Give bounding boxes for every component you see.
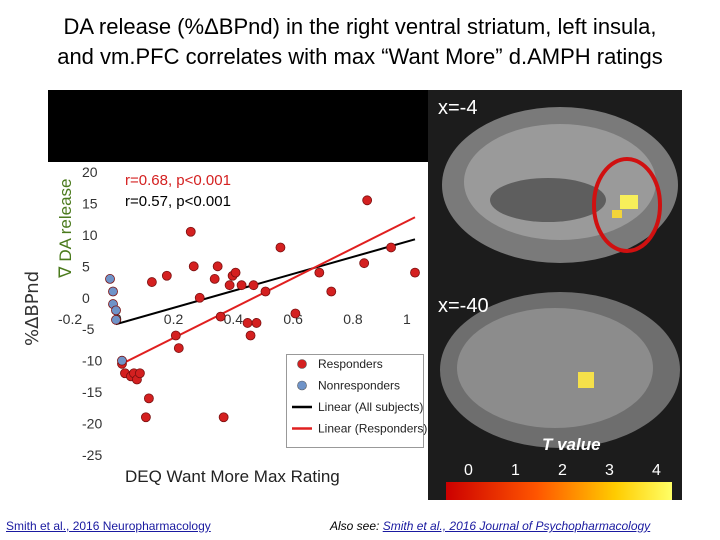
- x-tick-label: -0.2: [58, 311, 82, 327]
- y-tick-label: 5: [82, 258, 90, 274]
- activation-vmpfc: [620, 195, 638, 209]
- data-point: [251, 318, 262, 328]
- colorbar-tick-label: 4: [652, 462, 661, 479]
- slide-title: DA release (%ΔBPnd) in the right ventral…: [0, 12, 720, 72]
- data-point: [135, 368, 145, 379]
- colorbar-tick-label: 3: [605, 462, 614, 479]
- data-point: [290, 308, 301, 319]
- y-tick-label: -10: [82, 353, 102, 369]
- data-point: [117, 355, 127, 366]
- y-tick-label: -5: [82, 321, 95, 337]
- data-point: [111, 305, 121, 316]
- y-tick-label: -15: [82, 384, 102, 400]
- data-point: [359, 258, 370, 269]
- brain-slice-1-corpus: [490, 178, 606, 222]
- data-point: [170, 330, 181, 341]
- data-point: [260, 286, 271, 297]
- title-line-2: and vm.PFC correlates with max “Want Mor…: [57, 44, 663, 69]
- stats-responders: r=0.68, p<0.001: [125, 172, 231, 189]
- data-point: [362, 195, 373, 206]
- data-point: [275, 242, 286, 253]
- data-point: [108, 286, 118, 297]
- slice-1-label: x=-4: [438, 97, 477, 119]
- fit-line: [115, 238, 416, 326]
- title-line-1: DA release (%ΔBPnd) in the right ventral…: [63, 14, 657, 39]
- data-point: [185, 226, 196, 237]
- citation-link[interactable]: Smith et al., 2016 Neuropharmacology: [6, 519, 211, 533]
- data-point: [386, 242, 396, 253]
- colorbar-ticks: 0 1 2 3 4: [464, 462, 661, 479]
- x-tick-label: 0.2: [164, 311, 184, 327]
- stats-all: r=0.57, p<0.001: [125, 193, 231, 210]
- colorbar-tick-label: 2: [558, 462, 567, 479]
- data-point: [173, 343, 184, 353]
- colorbar-title: T value: [542, 435, 601, 454]
- data-point: [194, 292, 205, 303]
- data-point: [209, 274, 220, 284]
- data-point: [215, 311, 226, 322]
- data-point: [140, 412, 151, 423]
- activation-insula: [578, 372, 594, 388]
- colorbar-tick-label: 0: [464, 462, 473, 479]
- legend: [286, 354, 424, 448]
- data-point: [111, 314, 121, 325]
- x-tick-label: 0.8: [343, 311, 363, 327]
- see-also: Also see: Smith et al., 2016 Journal of …: [330, 519, 650, 533]
- data-point: [218, 412, 229, 423]
- data-point: [242, 318, 253, 328]
- brain-panel: x=-4 x=-40 T value 0 1 2 3 4: [428, 90, 682, 500]
- data-point: [224, 280, 235, 291]
- data-point: [105, 274, 115, 284]
- data-point: [314, 267, 325, 278]
- data-point: [212, 261, 223, 272]
- colorbar: [446, 482, 672, 500]
- data-point: [410, 267, 420, 278]
- see-also-link[interactable]: Smith et al., 2016 Journal of Psychophar…: [382, 519, 651, 533]
- data-point: [188, 261, 199, 272]
- y-tick-label: 20: [82, 164, 98, 180]
- data-point: [161, 270, 172, 281]
- data-point: [326, 286, 337, 297]
- x-axis-label: DEQ Want More Max Rating: [125, 467, 340, 486]
- y-tick-label: -25: [82, 447, 102, 463]
- brain-slice-2-cortex: [457, 308, 653, 428]
- y-tick-label: 15: [82, 195, 98, 211]
- highlight-circle: [592, 157, 662, 253]
- see-also-prefix: Also see:: [330, 519, 383, 533]
- data-point: [248, 280, 259, 291]
- activation-vmpfc-2: [612, 210, 622, 218]
- y-tick-label: -20: [82, 416, 102, 432]
- data-point: [245, 330, 256, 341]
- data-point: [146, 277, 157, 287]
- x-tick-label: 0.4: [224, 311, 244, 327]
- colorbar-tick-label: 1: [511, 462, 520, 479]
- slice-2-label: x=-40: [438, 295, 489, 317]
- x-tick-label: 1: [403, 311, 411, 327]
- data-point: [230, 267, 241, 278]
- figure-header-band: [48, 90, 428, 162]
- y-tick-label: 10: [82, 227, 98, 243]
- data-point: [236, 280, 247, 291]
- y-tick-label: 0: [82, 290, 90, 306]
- data-point: [143, 393, 154, 404]
